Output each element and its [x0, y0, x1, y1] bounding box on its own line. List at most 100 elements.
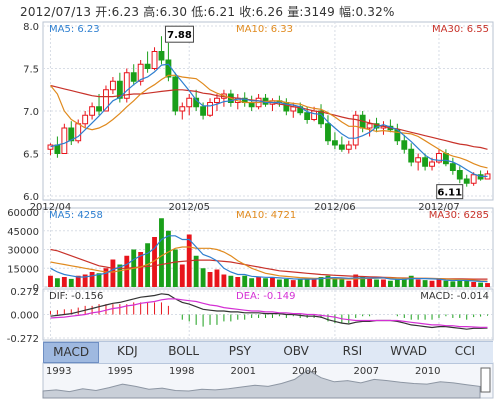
- volume-bar: [283, 278, 289, 287]
- candle-body: [366, 123, 373, 129]
- volume-bar: [360, 277, 366, 287]
- candle-body: [456, 170, 463, 180]
- volume-bar: [381, 279, 386, 287]
- volume-bar: [304, 278, 310, 287]
- price-tick-label: 7.5: [23, 65, 39, 76]
- volume-bar: [75, 275, 81, 287]
- volume-bar: [387, 280, 393, 287]
- candle-body: [89, 106, 96, 116]
- volume-bar: [339, 279, 345, 287]
- max-annotation-box: [164, 25, 194, 43]
- macd-tick-label: 0.000: [10, 311, 39, 322]
- ma10-legend: MA10: 6.33: [236, 24, 293, 35]
- candle-body: [144, 63, 151, 69]
- volume-bar: [311, 278, 317, 287]
- volume-bar: [82, 274, 88, 287]
- timeline-year-label: 2010: [415, 366, 440, 377]
- price-tick-label: 8.0: [23, 22, 39, 33]
- volume-bar: [124, 255, 130, 287]
- candle-body: [463, 178, 470, 184]
- volume-bar: [325, 275, 331, 287]
- volume-bar: [228, 275, 234, 287]
- high-label: 高:: [143, 5, 160, 19]
- x-tick-label: 2012/06: [314, 202, 356, 213]
- indicator-tab-kdj[interactable]: KDJ: [117, 344, 138, 358]
- candle-body: [442, 153, 449, 165]
- indicator-tab-macd[interactable]: MACD: [43, 342, 100, 363]
- candle-body: [82, 114, 89, 125]
- low-value: 6.21: [207, 5, 236, 19]
- volume-bar: [429, 280, 435, 287]
- volume-bar: [193, 255, 199, 287]
- volume-bar: [152, 237, 157, 287]
- candle-body: [338, 144, 345, 150]
- candle-body: [75, 123, 82, 142]
- ma10-line: [50, 74, 488, 169]
- candle-body: [422, 157, 429, 167]
- volume-value: 3149: [303, 5, 335, 19]
- close-value: 6.26: [255, 5, 284, 19]
- volume-bar: [450, 281, 456, 287]
- volume-bar: [179, 264, 185, 287]
- min-annotation-box: [436, 184, 464, 200]
- volume-bar: [221, 274, 227, 287]
- timeline-year-label: 1993: [46, 366, 71, 377]
- volume-bar: [270, 277, 275, 287]
- volume-bar: [89, 272, 95, 287]
- volume-tick-label: 30000: [7, 246, 39, 257]
- volume-bar: [457, 280, 463, 287]
- volume-bar: [332, 278, 338, 287]
- volume-bar: [256, 277, 262, 287]
- volume-tick-label: 45000: [7, 227, 39, 238]
- candle-body: [61, 127, 68, 154]
- dea-legend: DEA: -0.149: [236, 291, 295, 302]
- macd-tick-label: 0.272: [10, 287, 39, 298]
- close-label: 收:: [239, 5, 256, 19]
- ma5-legend: MA5: 6.23: [49, 24, 100, 35]
- high-value: 6.30: [159, 5, 188, 19]
- volume-bar: [401, 278, 407, 287]
- macd-tick-label: -0.272: [7, 334, 39, 345]
- candle-body: [214, 97, 220, 103]
- indicator-tab-cci[interactable]: CCI: [454, 344, 476, 358]
- ma5-line: [50, 63, 488, 177]
- quote-header: 2012/07/13 开:6.23 高:6.30 低:6.21 收:6.26 量…: [20, 3, 395, 20]
- candle-body: [137, 63, 144, 82]
- volume-bar: [200, 268, 206, 287]
- candle-body: [186, 97, 193, 108]
- candle-body: [116, 80, 123, 99]
- min-annotation-label: 6.11: [437, 188, 462, 199]
- candle-body: [47, 144, 54, 150]
- volume-bar: [353, 274, 359, 287]
- volume-bar: [471, 282, 477, 287]
- candle-body: [401, 140, 408, 150]
- candle-body: [158, 51, 165, 61]
- candle-body: [436, 153, 442, 163]
- volume-bar: [207, 272, 213, 287]
- indicator-tab-obv[interactable]: OBV: [283, 344, 309, 358]
- candle-body: [408, 148, 415, 163]
- timeline-year-label: 2001: [231, 366, 256, 377]
- indicator-tab-psy[interactable]: PSY: [228, 344, 251, 358]
- candle-body: [103, 89, 109, 112]
- volume-bar: [96, 273, 102, 287]
- volume-bar: [346, 280, 352, 287]
- volume-label: 量:: [287, 5, 304, 19]
- timeline-area: [42, 369, 481, 399]
- volume-bar: [374, 279, 379, 287]
- timeline-range-handle[interactable]: [480, 367, 491, 393]
- indicator-tab-wvad[interactable]: WVAD: [390, 344, 427, 358]
- indicator-tab-rsi[interactable]: RSI: [342, 344, 363, 358]
- candle-body: [449, 163, 456, 171]
- dif-line: [50, 293, 488, 330]
- volume-ma5-line: [50, 235, 488, 283]
- dea-line: [50, 298, 488, 328]
- change-label: 幅:: [339, 5, 356, 19]
- volume-bar: [110, 259, 116, 287]
- volume-bar: [478, 282, 484, 287]
- candle-body: [415, 157, 422, 163]
- candle-body: [68, 127, 75, 142]
- candle-body: [352, 114, 359, 146]
- indicator-tab-boll[interactable]: BOLL: [168, 344, 200, 358]
